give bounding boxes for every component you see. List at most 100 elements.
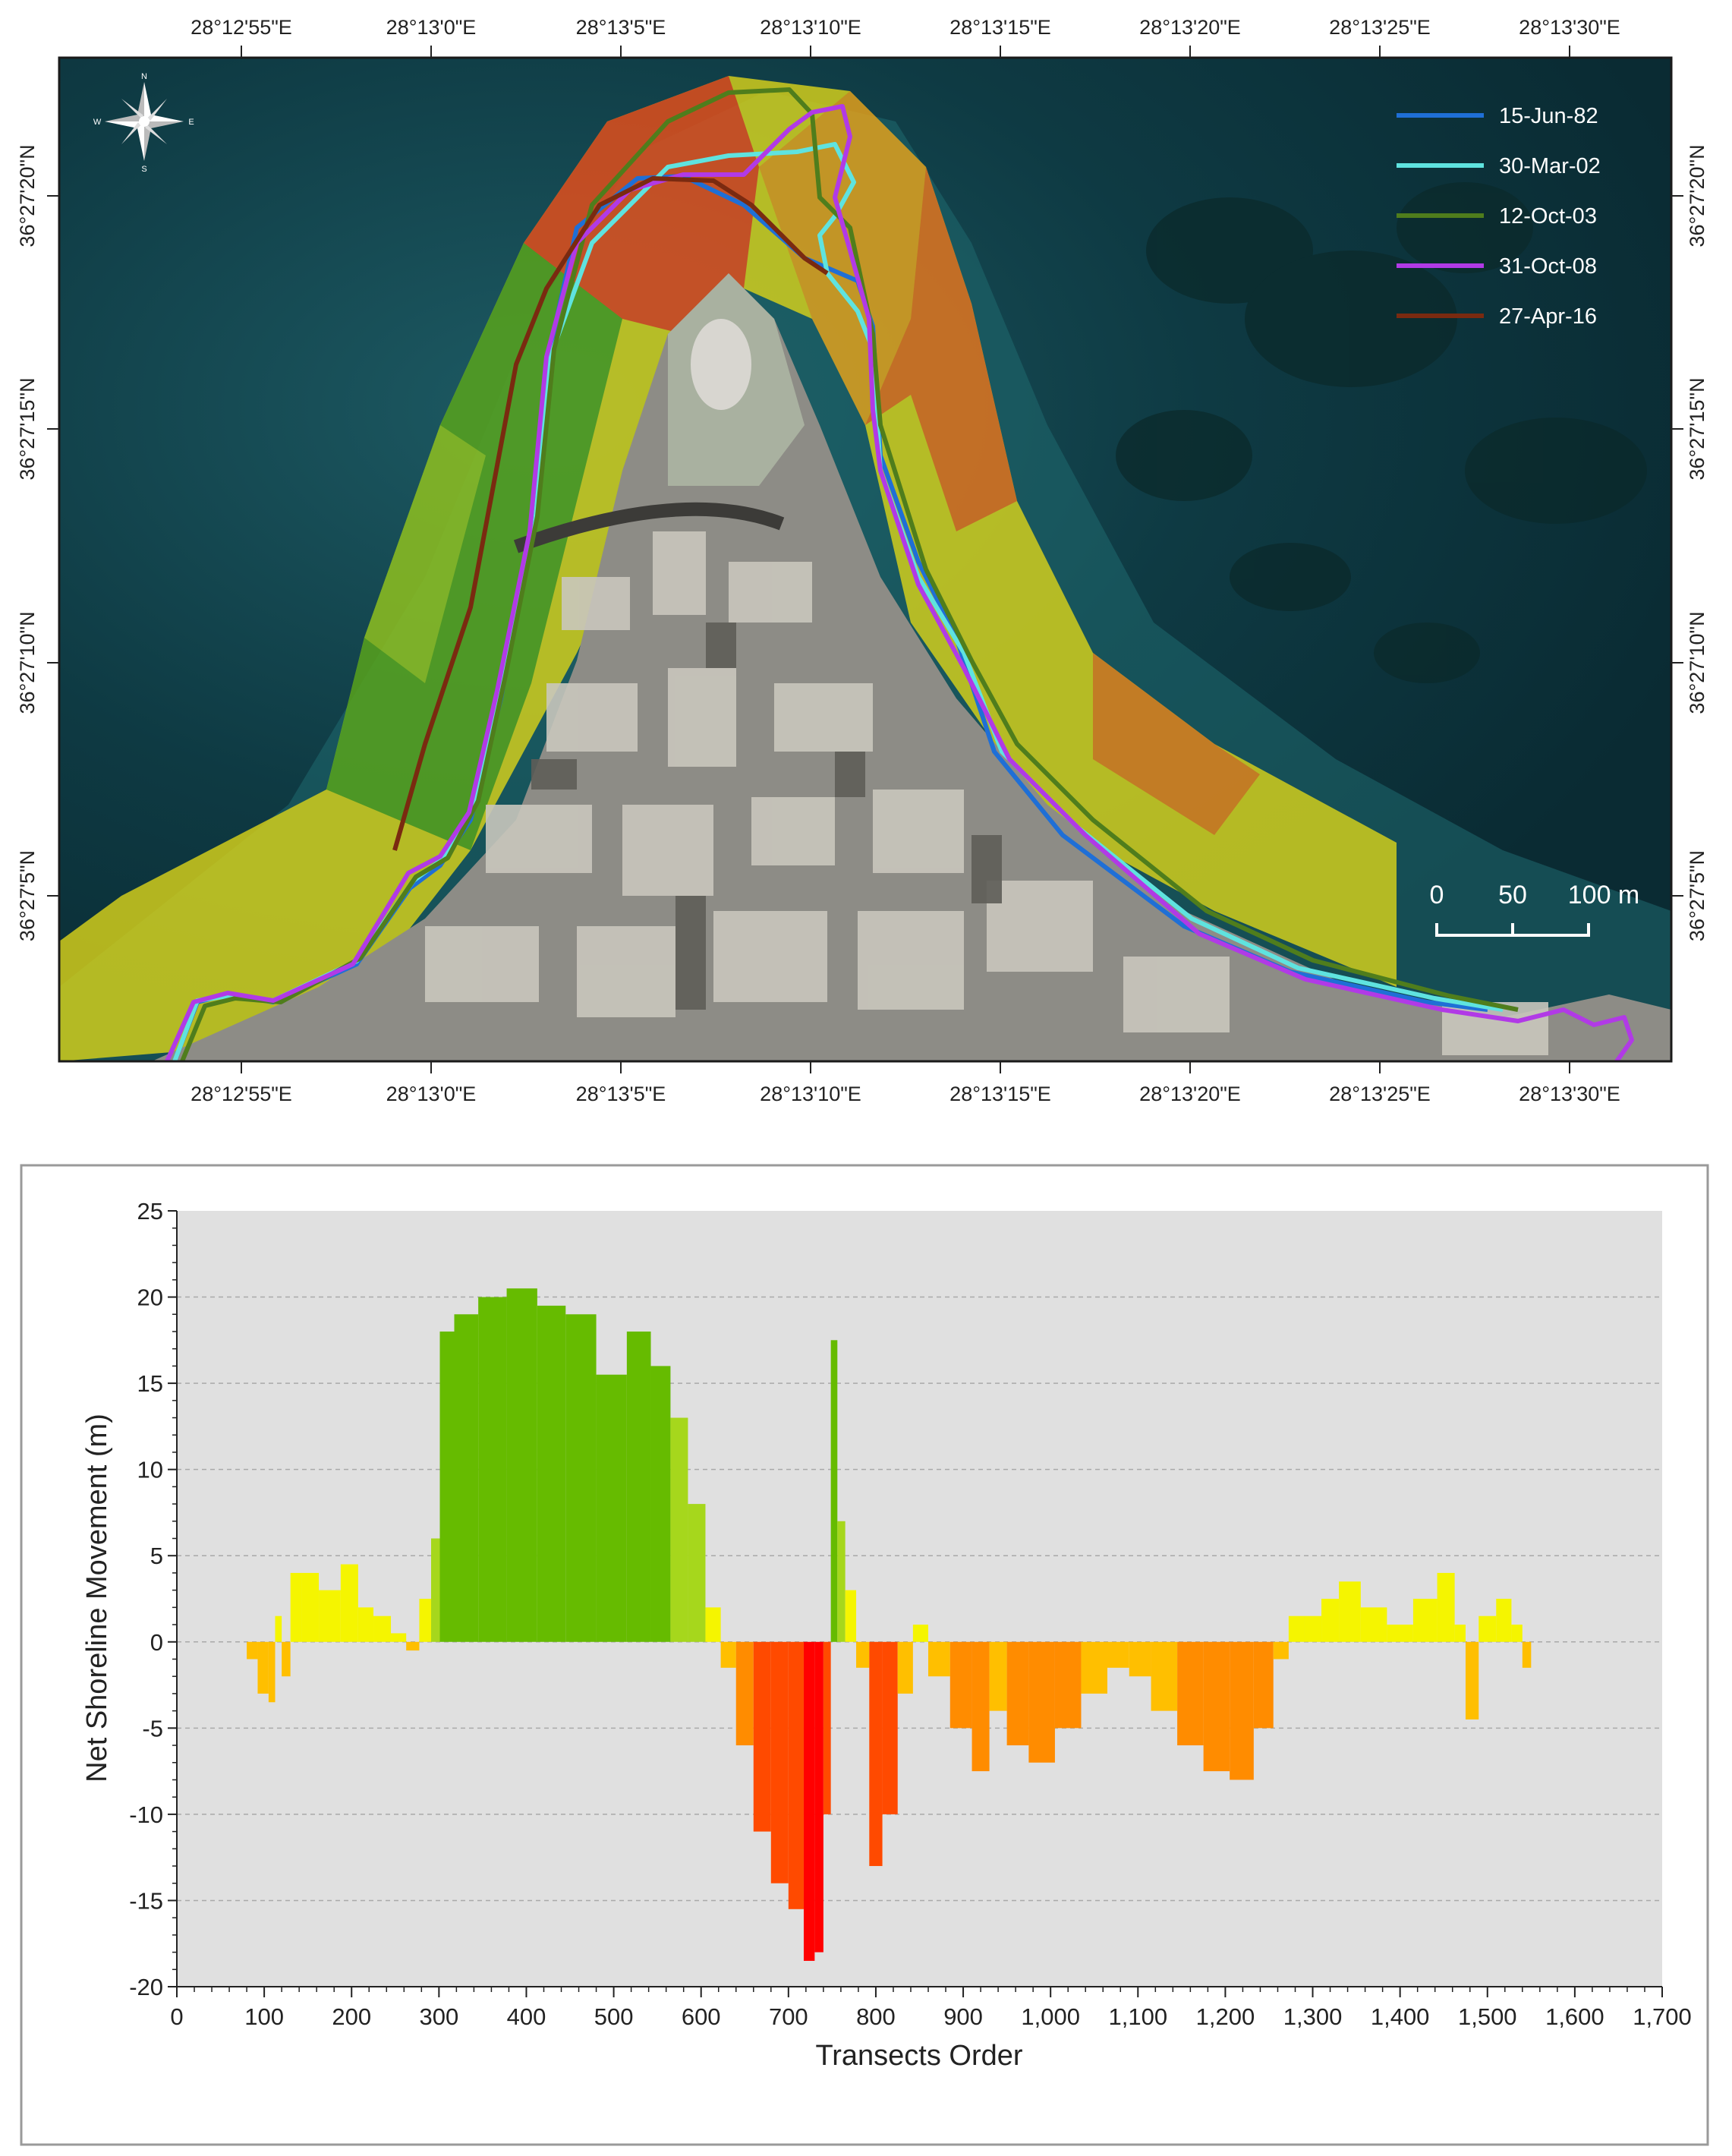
- map-tick-marks: [47, 46, 1683, 1073]
- nsm-bar: [788, 1641, 804, 1909]
- north-arrow-icon: N S E W: [93, 72, 194, 174]
- bottom-lon-label: 28°13'30"E: [1519, 1083, 1620, 1105]
- nsm-bar: [837, 1521, 846, 1642]
- x-tick-label: 1,600: [1545, 2003, 1604, 2030]
- x-tick-label: 1,500: [1458, 2003, 1517, 2030]
- y-tick-label: 20: [137, 1284, 163, 1311]
- nsm-bar: [406, 1641, 420, 1651]
- nsm-bar: [1304, 1615, 1322, 1642]
- y-tick-label: -10: [129, 1801, 163, 1828]
- nsm-bar: [257, 1641, 269, 1694]
- aquarium-building: [691, 319, 751, 410]
- top-lon-label: 28°13'15"E: [949, 16, 1051, 39]
- top-lon-label: 28°13'10"E: [760, 16, 861, 39]
- legend-label: 31-Oct-08: [1499, 254, 1597, 279]
- nsm-bar: [340, 1564, 358, 1642]
- nsm-bar: [301, 1572, 320, 1642]
- nsm-bar: [869, 1641, 883, 1867]
- net-shoreline-movement-chart: 0 100 200 300 400 500 600 700 800 900 1,000 1,100 1,…: [20, 1164, 1709, 2146]
- nsm-bar: [268, 1641, 276, 1703]
- nsm-bar: [1412, 1599, 1438, 1642]
- y-ticks: -20 -15 -10 -5 0 5 10 15 20 25: [129, 1198, 177, 2000]
- left-lat-label: 36°27'20"N: [16, 144, 39, 247]
- scale-label: 0: [1430, 881, 1444, 909]
- top-lon-label: 28°13'5"E: [576, 16, 666, 39]
- x-tick-label: 400: [507, 2003, 546, 2030]
- y-tick-label: -15: [129, 1887, 163, 1914]
- nsm-bar: [1387, 1625, 1413, 1642]
- legend-label: 15-Jun-82: [1499, 104, 1598, 128]
- nsm-bar: [478, 1297, 507, 1642]
- nsm-bar: [419, 1599, 431, 1642]
- left-lat-label: 36°27'15"N: [16, 377, 39, 480]
- chart-panel: 0 100 200 300 400 500 600 700 800 900 1,000 1,100 1,…: [0, 1139, 1732, 2152]
- nsm-bar: [770, 1641, 789, 1883]
- nsm-bar: [282, 1641, 291, 1677]
- nsm-bar: [506, 1288, 537, 1642]
- nsm-bar: [247, 1641, 258, 1660]
- top-lon-labels: 28°12'55"E 28°13'0"E 28°13'5"E 28°13'10"…: [191, 16, 1620, 39]
- nsm-bar: [897, 1641, 913, 1694]
- left-lat-label: 36°27'10"N: [16, 611, 39, 714]
- east-label: E: [188, 118, 194, 127]
- nsm-bar: [1522, 1641, 1532, 1668]
- legend-item: 15-Jun-82: [1397, 104, 1598, 128]
- top-lon-label: 28°12'55"E: [191, 16, 292, 39]
- x-tick-label: 700: [769, 2003, 808, 2030]
- bottom-lon-labels: 28°12'55"E 28°13'0"E 28°13'5"E 28°13'10"…: [191, 1083, 1620, 1105]
- scale-bar: 0 50 100 m: [1430, 881, 1640, 937]
- nsm-bar: [971, 1641, 990, 1772]
- nsm-bar: [1454, 1625, 1466, 1642]
- nsm-bar: [391, 1633, 407, 1642]
- nsm-bar: [949, 1641, 972, 1729]
- nsm-bar: [928, 1641, 950, 1677]
- nsm-bar: [856, 1641, 870, 1668]
- shoreline-31-oct-08: [165, 104, 1634, 1061]
- nsm-bar: [1339, 1581, 1361, 1642]
- nsm-bar: [1496, 1599, 1512, 1642]
- x-tick-label: 200: [332, 2003, 371, 2030]
- nsm-bar: [319, 1590, 341, 1642]
- top-lon-label: 28°13'30"E: [1519, 16, 1620, 39]
- nsm-bar: [626, 1331, 651, 1642]
- legend-item: 31-Oct-08: [1397, 254, 1597, 279]
- x-tick-label: 800: [856, 2003, 896, 2030]
- x-tick-label: 900: [943, 2003, 983, 2030]
- shoreline-map: 28°12'55"E 28°13'0"E 28°13'5"E 28°13'10"…: [16, 16, 1708, 1105]
- y-tick-label: 5: [150, 1543, 163, 1569]
- west-label: W: [93, 118, 102, 127]
- x-tick-label: 300: [419, 2003, 458, 2030]
- y-tick-label: 10: [137, 1457, 163, 1483]
- legend-label: 27-Apr-16: [1499, 304, 1597, 329]
- bottom-lon-label: 28°13'10"E: [760, 1083, 861, 1105]
- reef-patches: [1116, 182, 1647, 683]
- shoreline-27-apr-16: [392, 176, 829, 851]
- legend-label: 30-Mar-02: [1499, 154, 1601, 178]
- x-tick-label: 1,100: [1109, 2003, 1168, 2030]
- legend-item: 30-Mar-02: [1397, 154, 1601, 178]
- bottom-lon-label: 28°13'25"E: [1329, 1083, 1431, 1105]
- nsm-bar: [814, 1641, 823, 1953]
- y-tick-label: -5: [142, 1715, 163, 1742]
- scale-label: 100 m: [1568, 881, 1640, 909]
- nsm-bar: [1129, 1641, 1151, 1677]
- nsm-bar: [1006, 1641, 1029, 1746]
- nsm-bar: [753, 1641, 771, 1832]
- x-tick-label: 500: [594, 2003, 634, 2030]
- x-tick-label: 1,000: [1021, 2003, 1080, 2030]
- nsm-bar: [989, 1641, 1007, 1711]
- nsm-bar: [596, 1374, 627, 1642]
- top-lon-label: 28°13'25"E: [1329, 16, 1431, 39]
- nsm-bar: [650, 1366, 671, 1642]
- nsm-bar: [735, 1641, 754, 1746]
- grid-lines: [177, 1296, 1662, 1902]
- coastal-road: [513, 502, 785, 553]
- bars: [247, 1288, 1532, 1961]
- map-imagery: [59, 58, 1671, 1061]
- building-blocks: [425, 531, 1548, 1055]
- x-ticks: 0 100 200 300 400 500 600 700 800 900 1,000 1,100 1,…: [170, 1987, 1692, 2030]
- nsm-bar: [670, 1417, 688, 1642]
- nsm-bar: [565, 1314, 597, 1642]
- nsm-bar: [823, 1641, 831, 1814]
- nsm-bar: [1177, 1641, 1204, 1746]
